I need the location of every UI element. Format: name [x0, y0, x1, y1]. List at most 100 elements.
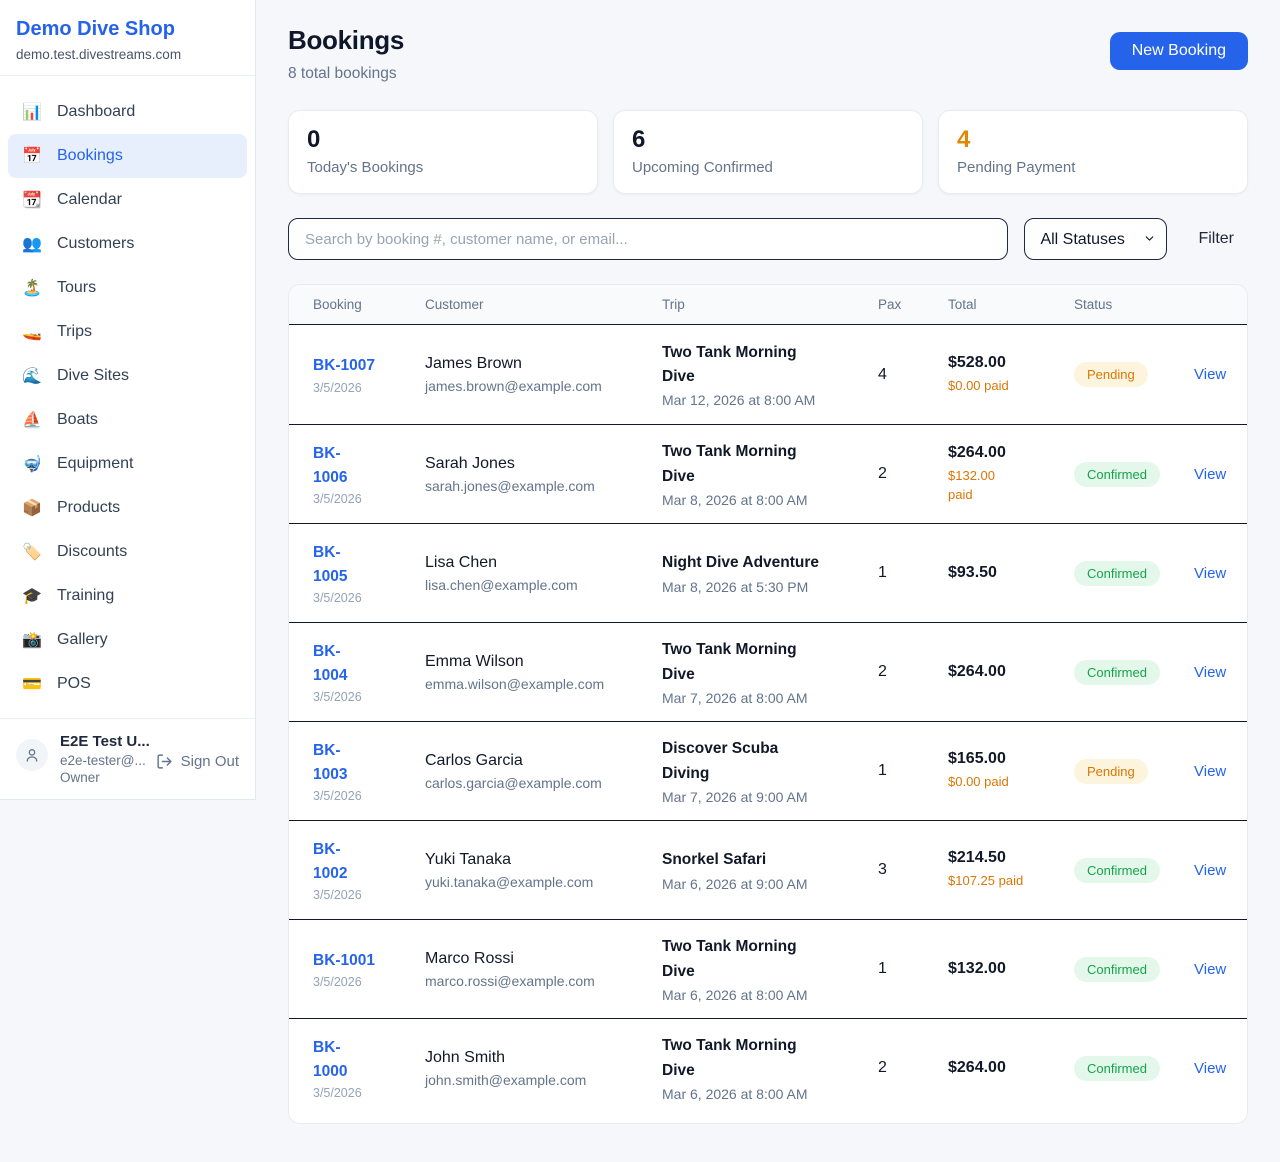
booking-id-link[interactable]: BK- 1005	[313, 543, 348, 585]
sidebar-item-discounts[interactable]: 🏷️ Discounts	[8, 530, 247, 574]
table-row: BK- 1002 3/5/2026 Yuki Tanaka yuki.tanaka@e…	[289, 820, 1247, 919]
trip-date: Mar 8, 2026 at 5:30 PM	[662, 578, 809, 595]
customer-email: yuki.tanaka@example.com	[425, 873, 594, 890]
pax-cell: 2	[878, 1059, 948, 1077]
table-row: BK- 1003 3/5/2026 Carlos Garcia carlos.garc…	[289, 721, 1247, 820]
booking-id-link[interactable]: BK- 1004	[313, 642, 348, 684]
tear-calendar-icon: 📆	[22, 192, 42, 209]
booking-id-link[interactable]: BK-1001	[313, 951, 376, 969]
table-row: BK-1007 3/5/2026 James Brown james.brown@ex…	[289, 325, 1247, 424]
sidebar-item-gallery[interactable]: 📸 Gallery	[8, 618, 247, 662]
view-link[interactable]: View	[1194, 564, 1227, 582]
user-info: E2E Test U... e2e-tester@... Owner	[60, 731, 150, 785]
user-icon	[26, 749, 38, 762]
trip-cell: Two Tank Morning Dive Mar 6, 2026 at 8:00…	[662, 1034, 878, 1101]
sidebar-item-equipment[interactable]: 🤿 Equipment	[8, 442, 247, 486]
sidebar-item-bookings[interactable]: 📅 Bookings	[8, 134, 247, 178]
sidebar-item-products[interactable]: 📦 Products	[8, 486, 247, 530]
view-link[interactable]: View	[1194, 861, 1227, 879]
trip-name: Night Dive Adventure	[662, 554, 820, 572]
view-link[interactable]: View	[1194, 366, 1227, 383]
table-row: BK-1001 3/5/2026 Marco Rossi marco.rossi@ex…	[289, 919, 1247, 1018]
total-cell: $132.00	[948, 960, 1074, 978]
booking-id-link[interactable]: BK- 1003	[313, 741, 348, 783]
brand-domain: demo.test.divestreams.com	[16, 47, 182, 62]
booking-cell: BK- 1003 3/5/2026	[313, 739, 425, 803]
view-cell: View	[1194, 961, 1236, 978]
pax-cell: 1	[878, 564, 948, 582]
view-link[interactable]: View	[1194, 663, 1227, 681]
booking-id-link[interactable]: BK- 1002	[313, 840, 348, 882]
sidebar-item-boats[interactable]: ⛵ Boats	[8, 398, 247, 442]
stat-value: 6	[632, 126, 646, 153]
sidebar-item-trips[interactable]: 🚤 Trips	[8, 310, 247, 354]
package-icon: 📦	[22, 500, 42, 517]
sidebar-item-dashboard[interactable]: 📊 Dashboard	[8, 90, 247, 134]
view-link[interactable]: View	[1194, 960, 1227, 978]
booking-id-link[interactable]: BK- 1000	[313, 1038, 348, 1080]
customer-name: Carlos Garcia	[425, 751, 523, 769]
column-header: Total	[948, 297, 977, 312]
view-cell: View	[1194, 366, 1236, 383]
status-cell: Confirmed	[1074, 560, 1194, 586]
total-value: $93.50	[948, 564, 997, 581]
trip-cell: Night Dive Adventure Mar 8, 2026 at 5:30 …	[662, 551, 878, 594]
trip-cell: Two Tank Morning Dive Mar 8, 2026 at 8:00…	[662, 440, 878, 507]
customer-email: sarah.jones@example.com	[425, 477, 595, 494]
pax-value: 2	[878, 1059, 887, 1076]
new-booking-button[interactable]: New Booking	[1109, 32, 1248, 70]
customer-cell: Emma Wilson emma.wilson@example.com	[425, 653, 662, 692]
status-select-wrap: All Statuses	[1024, 218, 1168, 260]
status-badge: Confirmed	[1074, 857, 1160, 883]
search-input[interactable]	[288, 218, 1009, 260]
filter-button[interactable]: Filter	[1198, 230, 1234, 247]
stat-cards: 0 Today's Bookings 6 Upcoming Confirmed 4 Pen…	[288, 110, 1248, 194]
pax-value: 2	[878, 663, 887, 680]
total-value: $264.00	[948, 663, 1006, 680]
booking-id-link[interactable]: BK-1007	[313, 357, 376, 375]
logout-icon	[157, 754, 172, 769]
view-cell: View	[1194, 664, 1236, 681]
status-badge: Pending	[1074, 758, 1148, 784]
page-header: Bookings 8 total bookings New Booking	[288, 25, 1248, 83]
sidebar-item-calendar[interactable]: 📆 Calendar	[8, 178, 247, 222]
table-row: BK- 1004 3/5/2026 Emma Wilson emma.wilson@e…	[289, 622, 1247, 721]
trip-date: Mar 12, 2026 at 8:00 AM	[662, 392, 816, 409]
customer-email: marco.rossi@example.com	[425, 972, 595, 989]
booking-id-link[interactable]: BK- 1006	[313, 444, 348, 486]
customer-cell: Lisa Chen lisa.chen@example.com	[425, 554, 662, 593]
pax-value: 1	[878, 960, 887, 977]
total-cell: $214.50 $107.25 paid	[948, 849, 1074, 891]
view-link[interactable]: View	[1194, 1059, 1227, 1077]
view-link[interactable]: View	[1194, 465, 1227, 483]
booking-date: 3/5/2026	[313, 975, 362, 989]
sidebar-item-tours[interactable]: 🏝️ Tours	[8, 266, 247, 310]
sidebar-item-customers[interactable]: 👥 Customers	[8, 222, 247, 266]
trip-date: Mar 6, 2026 at 8:00 AM	[662, 986, 808, 1003]
view-link[interactable]: View	[1194, 762, 1227, 780]
total-cell: $264.00	[948, 1059, 1074, 1077]
trip-date: Mar 7, 2026 at 9:00 AM	[662, 788, 808, 805]
bar-chart-icon: 📊	[22, 104, 42, 121]
sidebar-item-training[interactable]: 🎓 Training	[8, 574, 247, 618]
trip-name: Discover Scuba Diving	[662, 740, 779, 782]
status-cell: Confirmed	[1074, 857, 1194, 883]
status-badge: Confirmed	[1074, 461, 1160, 487]
table-row: BK- 1006 3/5/2026 Sarah Jones sarah.jones@e…	[289, 424, 1247, 523]
column-header: Pax	[878, 297, 902, 312]
booking-cell: BK- 1006 3/5/2026	[313, 442, 425, 506]
sidebar-item-label: Tours	[57, 279, 97, 296]
booking-cell: BK- 1004 3/5/2026	[313, 640, 425, 704]
sign-out-button[interactable]: Sign Out	[156, 753, 239, 770]
sidebar-item-dive-sites[interactable]: 🌊 Dive Sites	[8, 354, 247, 398]
view-cell: View	[1194, 1060, 1236, 1077]
stat-value: 0	[307, 126, 321, 153]
status-select[interactable]: All Statuses	[1024, 218, 1168, 260]
table-row: BK- 1000 3/5/2026 John Smith john.smith@exa…	[289, 1018, 1247, 1117]
page-subtitle: 8 total bookings	[288, 65, 397, 82]
sidebar-item-pos[interactable]: 💳 POS	[8, 662, 247, 706]
table-body: BK-1007 3/5/2026 James Brown james.brown@ex…	[289, 325, 1247, 1117]
calendar-icon: 📅	[22, 148, 42, 165]
pax-value: 3	[878, 861, 887, 878]
